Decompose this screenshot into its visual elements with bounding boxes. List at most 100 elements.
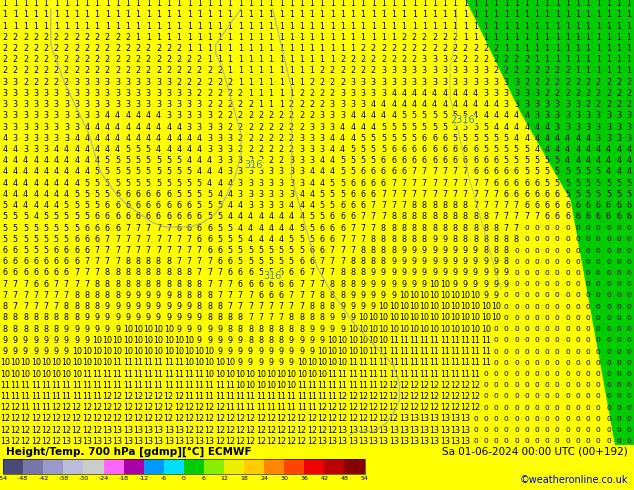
Text: 1: 1 bbox=[136, 0, 141, 8]
Text: 7: 7 bbox=[463, 168, 468, 176]
Text: 10: 10 bbox=[348, 324, 358, 334]
Text: 12: 12 bbox=[61, 426, 72, 435]
Text: 1: 1 bbox=[299, 55, 304, 64]
Text: 0: 0 bbox=[586, 270, 590, 276]
Text: 1: 1 bbox=[596, 33, 601, 42]
Text: 5: 5 bbox=[401, 134, 406, 143]
Text: 9: 9 bbox=[422, 257, 427, 266]
Text: 7: 7 bbox=[432, 190, 437, 199]
Text: 12: 12 bbox=[220, 476, 228, 481]
Text: 6: 6 bbox=[289, 280, 294, 289]
Text: 5: 5 bbox=[105, 168, 110, 176]
Text: 2: 2 bbox=[126, 33, 131, 42]
Text: 5: 5 bbox=[340, 190, 345, 199]
Text: 11: 11 bbox=[317, 381, 327, 390]
Text: 5: 5 bbox=[176, 179, 181, 188]
Text: 1: 1 bbox=[565, 44, 570, 53]
Text: 2: 2 bbox=[268, 145, 273, 154]
Text: 1: 1 bbox=[197, 0, 202, 8]
Text: 0: 0 bbox=[586, 348, 590, 355]
Text: 11: 11 bbox=[276, 403, 286, 412]
Text: 2: 2 bbox=[432, 33, 437, 42]
Text: 12: 12 bbox=[92, 415, 102, 423]
Text: 10: 10 bbox=[153, 324, 164, 334]
Text: 0: 0 bbox=[494, 439, 498, 444]
Text: 8: 8 bbox=[126, 280, 131, 289]
Text: 6: 6 bbox=[443, 134, 448, 143]
Text: 7: 7 bbox=[156, 235, 161, 244]
Text: 1: 1 bbox=[13, 0, 18, 8]
Text: 9: 9 bbox=[350, 302, 356, 311]
Text: 9: 9 bbox=[320, 324, 325, 334]
Text: 2: 2 bbox=[401, 44, 406, 53]
Text: 2: 2 bbox=[278, 145, 284, 154]
Text: 12: 12 bbox=[51, 437, 61, 446]
Text: 1: 1 bbox=[299, 77, 304, 87]
Text: 4: 4 bbox=[94, 134, 100, 143]
Text: 3: 3 bbox=[330, 122, 335, 131]
Text: 1: 1 bbox=[136, 33, 141, 42]
Text: 6: 6 bbox=[575, 212, 580, 221]
Text: 7: 7 bbox=[453, 179, 458, 188]
Text: 1: 1 bbox=[503, 0, 508, 8]
Text: 8: 8 bbox=[13, 314, 18, 322]
Text: 13: 13 bbox=[123, 437, 133, 446]
Text: 8: 8 bbox=[309, 302, 314, 311]
Text: 0: 0 bbox=[534, 326, 540, 332]
Text: 7: 7 bbox=[166, 246, 171, 255]
Text: 0: 0 bbox=[616, 360, 621, 366]
Text: 11: 11 bbox=[184, 392, 194, 401]
Bar bbox=[204, 459, 224, 474]
Text: 11: 11 bbox=[481, 347, 491, 356]
Text: 3: 3 bbox=[176, 89, 181, 98]
Text: 12: 12 bbox=[287, 415, 297, 423]
Text: 7: 7 bbox=[105, 257, 110, 266]
Text: 12: 12 bbox=[235, 426, 245, 435]
Text: 5: 5 bbox=[43, 212, 49, 221]
Text: 6: 6 bbox=[514, 168, 519, 176]
Text: 5: 5 bbox=[514, 156, 519, 165]
Text: 1: 1 bbox=[371, 0, 376, 8]
Text: 2: 2 bbox=[575, 89, 580, 98]
Text: 1: 1 bbox=[228, 0, 233, 8]
Text: 10: 10 bbox=[327, 336, 337, 345]
Text: 3: 3 bbox=[391, 67, 396, 75]
Text: 3: 3 bbox=[186, 122, 191, 131]
Text: 6: 6 bbox=[391, 156, 396, 165]
Text: 9: 9 bbox=[340, 314, 345, 322]
Text: 0: 0 bbox=[534, 270, 540, 276]
Text: 7: 7 bbox=[350, 223, 356, 233]
Text: 1: 1 bbox=[411, 22, 417, 30]
Text: 1: 1 bbox=[279, 22, 283, 30]
Text: 9: 9 bbox=[463, 269, 468, 277]
Text: 12: 12 bbox=[378, 415, 389, 423]
Text: 1: 1 bbox=[279, 77, 283, 87]
Text: 7: 7 bbox=[94, 246, 100, 255]
Text: 4: 4 bbox=[309, 168, 314, 176]
Text: 7: 7 bbox=[473, 201, 478, 210]
Text: 10: 10 bbox=[287, 381, 297, 390]
Text: 13: 13 bbox=[195, 437, 204, 446]
Text: 0: 0 bbox=[606, 337, 611, 343]
Text: 11: 11 bbox=[153, 369, 164, 378]
Text: 7: 7 bbox=[43, 302, 49, 311]
Text: 4: 4 bbox=[422, 100, 427, 109]
Text: 0: 0 bbox=[555, 315, 560, 321]
Text: 3: 3 bbox=[156, 77, 161, 87]
Text: 10: 10 bbox=[82, 358, 92, 368]
Text: 12: 12 bbox=[358, 392, 368, 401]
Text: 2: 2 bbox=[330, 77, 335, 87]
Text: 4: 4 bbox=[351, 122, 355, 131]
Text: 7: 7 bbox=[207, 269, 212, 277]
Text: 1: 1 bbox=[217, 0, 223, 8]
Text: 5: 5 bbox=[268, 269, 273, 277]
Text: 3: 3 bbox=[23, 100, 28, 109]
Text: 6: 6 bbox=[217, 257, 223, 266]
Text: 1: 1 bbox=[473, 33, 478, 42]
Text: 6: 6 bbox=[432, 134, 437, 143]
Text: 0: 0 bbox=[483, 416, 488, 422]
Text: 9: 9 bbox=[23, 347, 28, 356]
Text: 9: 9 bbox=[115, 324, 120, 334]
Text: 5: 5 bbox=[228, 223, 233, 233]
Text: 1: 1 bbox=[186, 0, 191, 8]
